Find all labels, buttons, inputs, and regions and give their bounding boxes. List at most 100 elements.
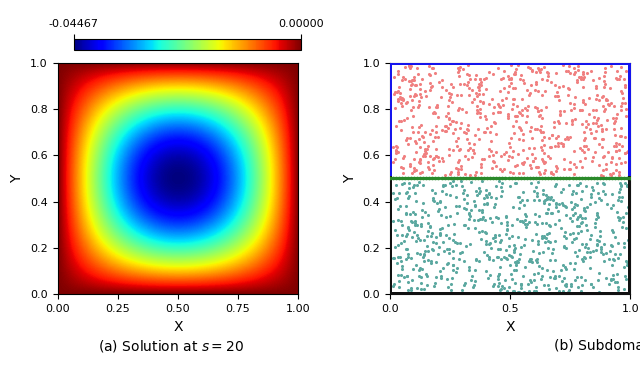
Point <box>449 239 460 245</box>
Point <box>522 87 532 93</box>
Point <box>414 159 424 164</box>
Point <box>621 225 631 231</box>
Point <box>445 181 456 187</box>
Point <box>425 291 435 297</box>
Point <box>396 118 406 124</box>
Point <box>625 124 636 130</box>
Point <box>616 107 626 113</box>
Point <box>591 128 601 134</box>
Point <box>575 288 586 294</box>
Point <box>474 81 484 87</box>
Point <box>446 91 456 97</box>
Point <box>385 248 395 254</box>
Point <box>467 284 477 290</box>
Point <box>426 84 436 90</box>
Point <box>479 176 490 181</box>
Point <box>608 272 618 278</box>
Point <box>423 291 433 297</box>
Point <box>524 219 534 224</box>
Point <box>566 107 576 113</box>
Point <box>484 191 494 197</box>
Point <box>419 149 429 155</box>
Point <box>442 247 452 252</box>
Point <box>588 154 598 160</box>
Point <box>554 98 564 103</box>
Point <box>581 241 591 247</box>
Point <box>625 177 636 183</box>
Point <box>397 97 408 103</box>
Point <box>413 291 423 297</box>
Point <box>429 60 439 66</box>
Point <box>470 291 480 297</box>
Point <box>611 279 621 284</box>
Point <box>482 291 492 297</box>
Point <box>561 60 571 66</box>
Point <box>556 108 566 114</box>
Point <box>428 240 438 245</box>
Point <box>488 110 498 116</box>
Point <box>537 233 547 239</box>
Text: (a) Solution at $s = 20$: (a) Solution at $s = 20$ <box>98 338 244 354</box>
Point <box>568 101 579 107</box>
Point <box>425 153 435 159</box>
Point <box>513 289 523 295</box>
Point <box>425 72 435 78</box>
Point <box>389 74 399 80</box>
Point <box>470 132 480 138</box>
Point <box>518 242 529 248</box>
Point <box>415 158 426 163</box>
Point <box>436 212 446 218</box>
Point <box>575 213 585 219</box>
Point <box>521 224 531 230</box>
Point <box>391 143 401 149</box>
Point <box>512 60 522 66</box>
Point <box>625 117 636 123</box>
Point <box>483 153 493 159</box>
Point <box>458 291 468 297</box>
Point <box>444 116 454 121</box>
Point <box>495 109 505 115</box>
Point <box>573 60 583 66</box>
Point <box>548 269 558 275</box>
Point <box>460 280 470 286</box>
Point <box>385 201 395 207</box>
Point <box>611 148 621 154</box>
Point <box>417 213 428 219</box>
Point <box>540 60 550 66</box>
Point <box>385 280 395 286</box>
Point <box>390 148 401 153</box>
Point <box>458 190 468 196</box>
Point <box>621 276 631 282</box>
Point <box>484 101 495 107</box>
Point <box>559 275 569 281</box>
Point <box>612 287 623 293</box>
Point <box>534 176 544 181</box>
Point <box>471 72 481 78</box>
Point <box>551 70 561 76</box>
Point <box>532 256 542 262</box>
Point <box>513 176 523 181</box>
Point <box>554 85 564 91</box>
Point <box>497 180 507 186</box>
Point <box>385 237 395 243</box>
Point <box>522 113 532 119</box>
Point <box>625 66 636 71</box>
Point <box>473 109 483 114</box>
Point <box>513 194 523 199</box>
Point <box>516 107 527 113</box>
Point <box>449 221 460 227</box>
Point <box>530 126 540 132</box>
Point <box>458 66 468 72</box>
Point <box>514 291 524 297</box>
Point <box>611 75 621 81</box>
Point <box>522 60 532 66</box>
Point <box>393 217 403 223</box>
Point <box>385 233 395 238</box>
Point <box>625 123 636 128</box>
Point <box>436 276 447 282</box>
Point <box>388 283 399 289</box>
Point <box>385 234 395 240</box>
Point <box>605 276 616 282</box>
Point <box>452 107 463 113</box>
Point <box>461 244 471 250</box>
